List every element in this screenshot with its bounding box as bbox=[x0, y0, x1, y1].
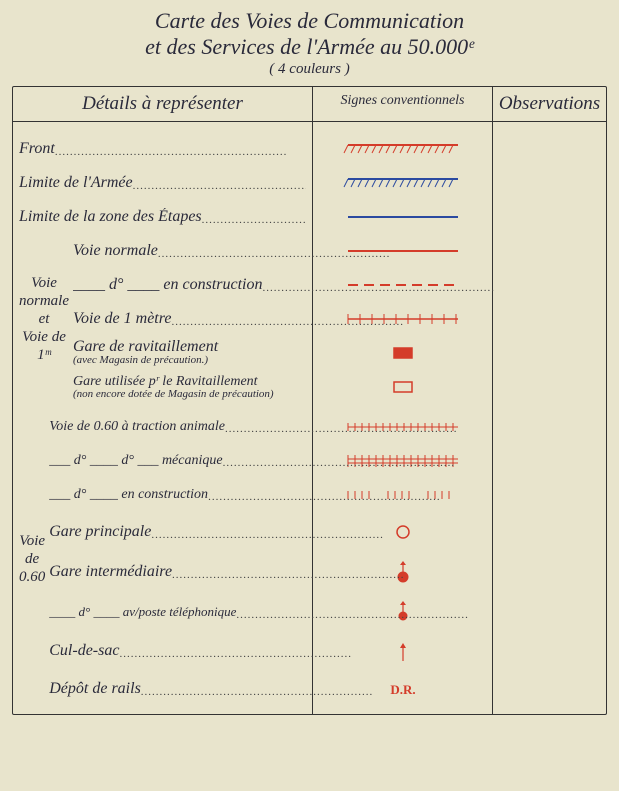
details-column: Front Limite de l'Armée Limite de la zon… bbox=[13, 122, 313, 714]
g2-row4-label: Gare intermédiaire bbox=[49, 563, 469, 581]
row-limite-armee-label: Limite de l'Armée bbox=[19, 174, 306, 192]
title-line-1: Carte des Voies de Communication bbox=[12, 8, 607, 34]
obs-column bbox=[493, 122, 606, 714]
title-block: Carte des Voies de Communication et des … bbox=[12, 8, 607, 78]
sym-limite-armee bbox=[317, 166, 488, 200]
group2-label-0: Voie bbox=[19, 532, 45, 550]
group2-label-2: 0.60 bbox=[19, 568, 45, 586]
sym-limite-etapes bbox=[317, 200, 488, 234]
table-header: Détails à représenter Signes conventionn… bbox=[13, 87, 606, 122]
g2-row0-label: Voie de 0.60 à traction animale bbox=[49, 419, 469, 435]
group-voie-normale: Voie normale et Voie de 1ᵐ Voie normale … bbox=[19, 234, 306, 404]
g1-row4-label: Gare utilisée pʳ le Ravitaillement (non … bbox=[73, 373, 495, 400]
group-voie-060: Voie de 0.60 Voie de 0.60 à traction ani… bbox=[19, 410, 306, 708]
row-front-label: Front bbox=[19, 140, 287, 158]
group2-label: Voie de 0.60 bbox=[19, 410, 47, 708]
g2-row2-label: ___ d° ____ en construction bbox=[49, 487, 469, 503]
g1-row2-label: Voie de 1 mètre bbox=[73, 310, 495, 328]
g2-row7-label: Dépôt de rails bbox=[49, 680, 469, 698]
g1-row0-label: Voie normale bbox=[73, 242, 495, 260]
g1-row3-main: Gare de ravitaillement bbox=[73, 339, 218, 355]
g1-row1-label: ____ d° ____ en construction bbox=[73, 276, 495, 294]
col-header-obs: Observations bbox=[493, 87, 606, 121]
col-header-signs: Signes conventionnels bbox=[313, 87, 493, 121]
g1-row4-main: Gare utilisée pʳ le Ravitaillement bbox=[73, 374, 258, 389]
group2-label-1: de bbox=[25, 550, 39, 568]
g1-row3-label: Gare de ravitaillement (avec Magasin de … bbox=[73, 339, 495, 366]
g1-row4-sub: (non encore dotée de Magasin de précauti… bbox=[73, 389, 495, 400]
g2-row6-label: Cul-de-sac bbox=[49, 642, 469, 660]
g2-row3-label: Gare principale bbox=[49, 523, 469, 541]
g2-row5-label: ____ d° ____ av/poste téléphonique bbox=[49, 604, 469, 620]
group1-label-2: et bbox=[39, 310, 50, 328]
row-limite-etapes-label: Limite de la zone des Étapes bbox=[19, 208, 306, 226]
group1-label-0: Voie bbox=[31, 274, 57, 292]
page: Carte des Voies de Communication et des … bbox=[0, 0, 619, 723]
sym-front bbox=[317, 132, 488, 166]
title-line-3: ( 4 couleurs ) bbox=[12, 61, 607, 78]
title-line-2: et des Services de l'Armée au 50.000ᵉ bbox=[12, 34, 607, 60]
group1-label: Voie normale et Voie de 1ᵐ bbox=[19, 234, 71, 404]
legend-table: Détails à représenter Signes conventionn… bbox=[12, 86, 607, 715]
table-body: Front Limite de l'Armée Limite de la zon… bbox=[13, 122, 606, 714]
group1-label-3: Voie de 1ᵐ bbox=[19, 328, 69, 364]
g1-row3-sub: (avec Magasin de précaution.) bbox=[73, 355, 495, 366]
col-header-details: Détails à représenter bbox=[13, 87, 313, 121]
g2-row1-label: ___ d° ____ d° ___ mécanique bbox=[49, 453, 469, 469]
group1-label-1: normale bbox=[19, 292, 69, 310]
